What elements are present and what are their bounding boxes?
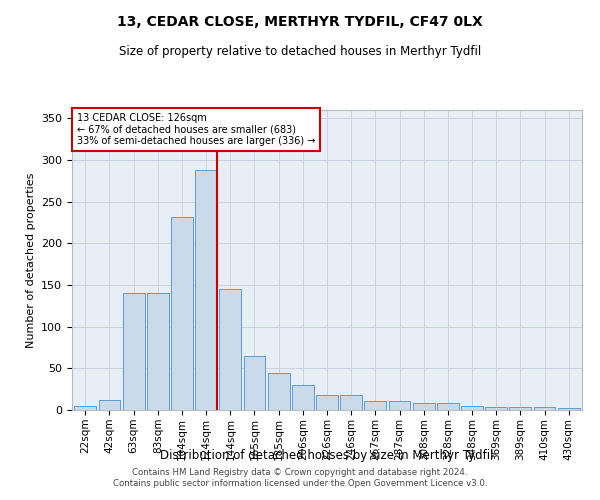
Bar bbox=[244, 356, 265, 410]
Bar bbox=[292, 385, 314, 410]
Bar bbox=[413, 402, 434, 410]
Bar bbox=[98, 400, 121, 410]
Text: Size of property relative to detached houses in Merthyr Tydfil: Size of property relative to detached ho… bbox=[119, 45, 481, 58]
Bar bbox=[461, 406, 483, 410]
Bar bbox=[533, 406, 556, 410]
Bar bbox=[364, 401, 386, 410]
Bar bbox=[147, 294, 169, 410]
Bar bbox=[340, 395, 362, 410]
Text: 13 CEDAR CLOSE: 126sqm
← 67% of detached houses are smaller (683)
33% of semi-de: 13 CEDAR CLOSE: 126sqm ← 67% of detached… bbox=[77, 113, 316, 146]
Bar bbox=[220, 289, 241, 410]
Bar bbox=[195, 170, 217, 410]
Y-axis label: Number of detached properties: Number of detached properties bbox=[26, 172, 35, 348]
Text: Contains HM Land Registry data © Crown copyright and database right 2024.
Contai: Contains HM Land Registry data © Crown c… bbox=[113, 468, 487, 487]
Bar bbox=[509, 406, 531, 410]
Bar bbox=[485, 406, 507, 410]
Bar bbox=[389, 401, 410, 410]
Bar bbox=[437, 402, 459, 410]
Bar bbox=[123, 294, 145, 410]
Bar bbox=[171, 216, 193, 410]
Bar bbox=[316, 395, 338, 410]
Bar bbox=[74, 406, 96, 410]
Bar bbox=[268, 372, 290, 410]
Text: Distribution of detached houses by size in Merthyr Tydfil: Distribution of detached houses by size … bbox=[160, 448, 494, 462]
Bar bbox=[558, 408, 580, 410]
Text: 13, CEDAR CLOSE, MERTHYR TYDFIL, CF47 0LX: 13, CEDAR CLOSE, MERTHYR TYDFIL, CF47 0L… bbox=[117, 15, 483, 29]
